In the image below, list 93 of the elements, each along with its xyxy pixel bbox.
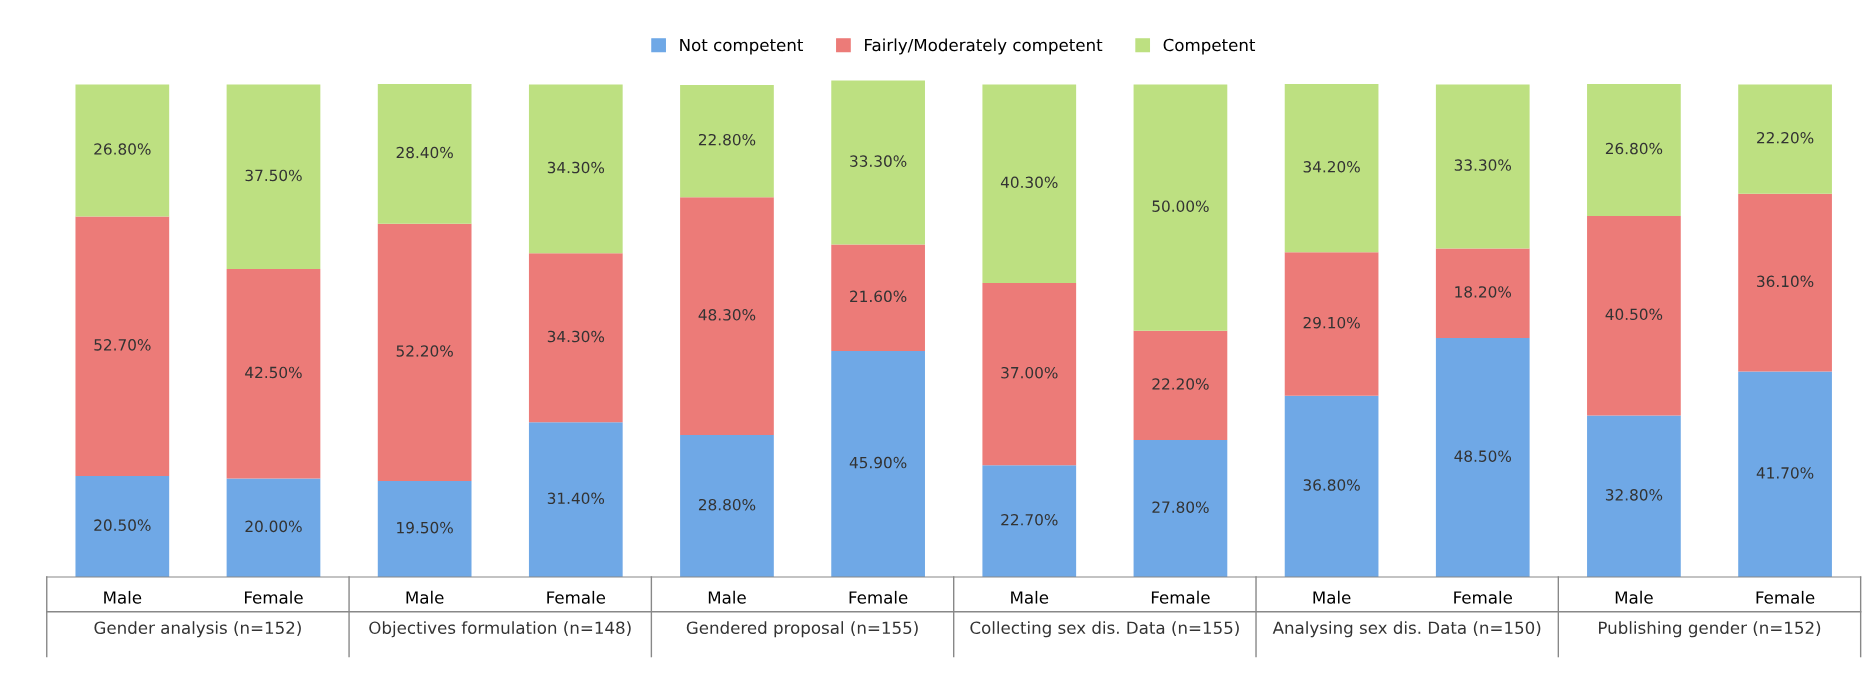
bar [1587,415,1681,577]
data-label: 26.80% [1605,142,1663,155]
bar [1284,252,1379,396]
x-tick-label: Female [849,590,908,604]
bar [1435,338,1530,577]
bar [680,84,774,198]
data-label: 50.00% [1152,200,1209,212]
bar [528,422,623,577]
x-tick-label: Female [1454,590,1512,604]
bar [982,84,1077,283]
data-label: 19.50% [397,521,453,534]
bar [1133,330,1228,441]
text: Gendered proposal (n=155) [686,621,918,638]
bar [1284,83,1379,253]
bar [1133,84,1228,331]
data-label: 34.30% [547,330,605,343]
bar [1284,395,1379,577]
data-label: 31.40% [547,492,605,505]
bar [831,244,925,351]
data-label: 22.80% [698,133,756,146]
legend-label: Competent [1163,38,1256,55]
bar [1587,83,1681,216]
x-tick-label: Male [104,590,142,604]
bar [1133,440,1228,577]
bar [1738,371,1832,577]
data-label: 22.70% [1001,513,1058,526]
bar [528,84,623,254]
data-label: 48.50% [1454,450,1512,462]
text: Collecting sex dis. Data (n=155) [970,621,1239,638]
data-label: 34.30% [547,161,605,174]
data-label: 45.90% [849,456,907,469]
data-label: 36.80% [1303,479,1360,491]
bar [75,216,170,476]
data-label: 29.10% [1303,316,1360,329]
x-tick-label: Male [406,590,444,604]
data-label: 37.00% [1001,366,1058,379]
bar [377,83,472,224]
bar [831,350,925,577]
data-label: 36.10% [1757,275,1814,288]
data-label: 21.60% [850,290,907,303]
bar [982,465,1077,577]
data-label: 26.80% [94,143,151,155]
data-label: 52.20% [396,345,453,357]
bar [528,253,623,423]
data-label: 28.80% [698,498,756,511]
data-label: 48.30% [698,309,756,321]
bar [226,478,321,577]
x-tick-label: Male [1011,590,1049,604]
data-label: 28.40% [396,146,453,159]
x-tick-label: Male [1313,590,1351,604]
bar [982,282,1077,466]
bar [1435,84,1530,249]
data-label: 18.20% [1455,286,1512,298]
x-tick-label: Female [1151,590,1210,604]
data-label: 22.20% [1152,378,1209,390]
data-label: 33.30% [1454,159,1512,171]
bar [1738,84,1832,194]
data-label: 34.20% [1303,161,1360,173]
legend-label: Fairly/Moderately competent [865,38,1103,55]
data-label: 41.70% [1756,467,1814,479]
bar [1435,248,1530,339]
bar [226,84,321,270]
data-label: 37.50% [245,169,302,182]
bar [377,223,472,481]
legend-label: Not competent [680,38,804,55]
data-label: 42.50% [245,366,302,379]
x-tick-label: Female [547,590,606,604]
text: Objectives formulation (n=148) [369,621,631,638]
x-tick-label: Female [1756,590,1815,604]
x-tick-label: Female [244,590,303,604]
x-tick-label: Male [708,590,746,604]
data-label: 32.80% [1605,489,1663,501]
data-label: 33.30% [850,155,907,167]
text: Gender analysis (n=152) [94,621,301,638]
bar [680,435,774,577]
data-label: 40.30% [1000,176,1058,189]
bar [1738,193,1832,372]
bar [75,476,170,577]
bar [680,197,774,436]
bar [1587,215,1681,416]
data-label: 40.50% [1605,308,1663,321]
data-label: 22.20% [1757,131,1814,144]
text: Publishing gender (n=152) [1599,621,1821,638]
data-label: 27.80% [1152,501,1209,513]
data-label: 52.70% [94,339,151,351]
x-tick-label: Male [1615,590,1653,604]
bar [226,269,321,479]
data-label: 20.50% [94,519,151,531]
bar [75,84,170,217]
text: Analysing sex dis. Data (n=150) [1272,621,1541,638]
data-label: 20.00% [245,520,302,533]
bar [831,80,925,245]
bar [377,480,472,577]
